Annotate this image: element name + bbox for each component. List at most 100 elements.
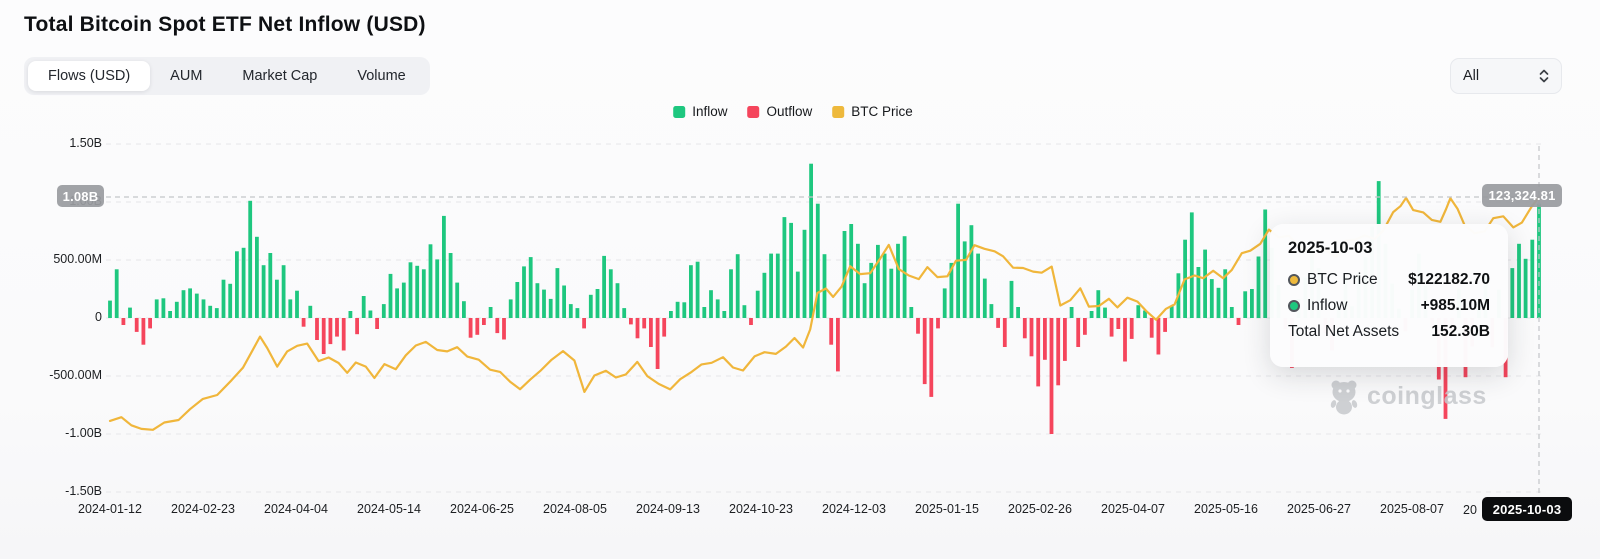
inflow-bar[interactable]: [876, 244, 880, 318]
inflow-bar[interactable]: [1189, 212, 1194, 318]
inflow-bar[interactable]: [415, 265, 420, 318]
inflow-bar[interactable]: [1096, 290, 1101, 318]
inflow-bar[interactable]: [174, 301, 179, 318]
outflow-bar[interactable]: [475, 318, 480, 335]
range-select[interactable]: All: [1450, 58, 1562, 94]
legend-item-inflow[interactable]: Inflow: [673, 104, 727, 119]
inflow-bar[interactable]: [782, 217, 787, 318]
outflow-bar[interactable]: [1163, 318, 1167, 332]
outflow-bar[interactable]: [929, 318, 934, 397]
inflow-bar[interactable]: [281, 265, 286, 318]
inflow-bar[interactable]: [161, 298, 166, 318]
inflow-bar[interactable]: [575, 308, 580, 318]
inflow-bar[interactable]: [261, 265, 266, 318]
inflow-bar[interactable]: [802, 229, 807, 318]
inflow-bar[interactable]: [976, 253, 980, 318]
inflow-bar[interactable]: [214, 308, 219, 318]
inflow-bar[interactable]: [168, 311, 172, 318]
inflow-bar[interactable]: [815, 203, 820, 318]
inflow-bar[interactable]: [188, 288, 192, 318]
outflow-bar[interactable]: [1049, 318, 1054, 434]
inflow-bar[interactable]: [1009, 280, 1014, 318]
inflow-bar[interactable]: [1530, 239, 1535, 318]
inflow-bar[interactable]: [1523, 258, 1528, 318]
outflow-bar[interactable]: [642, 318, 647, 329]
inflow-bar[interactable]: [275, 279, 279, 318]
inflow-bar[interactable]: [1223, 269, 1228, 318]
inflow-bar[interactable]: [956, 203, 960, 318]
inflow-bar[interactable]: [562, 285, 566, 319]
inflow-bar[interactable]: [1183, 239, 1187, 318]
inflow-bar[interactable]: [989, 304, 994, 318]
tab-aum[interactable]: AUM: [170, 68, 203, 84]
inflow-bar[interactable]: [602, 255, 606, 318]
inflow-bar[interactable]: [1176, 273, 1181, 318]
inflow-bar[interactable]: [268, 253, 273, 318]
outflow-bar[interactable]: [121, 318, 126, 325]
inflow-bar[interactable]: [982, 278, 987, 318]
tab-volume[interactable]: Volume: [357, 68, 406, 84]
inflow-bar[interactable]: [769, 253, 773, 318]
outflow-bar[interactable]: [1022, 318, 1027, 339]
inflow-bar[interactable]: [1209, 279, 1214, 318]
inflow-bar[interactable]: [388, 273, 393, 318]
inflow-bar[interactable]: [1263, 209, 1268, 319]
inflow-bar[interactable]: [428, 244, 433, 318]
outflow-bar[interactable]: [629, 318, 633, 325]
inflow-bar[interactable]: [755, 290, 760, 318]
inflow-bar[interactable]: [361, 296, 366, 318]
inflow-bar[interactable]: [568, 304, 573, 318]
inflow-bar[interactable]: [208, 305, 213, 318]
inflow-bar[interactable]: [181, 290, 186, 318]
outflow-bar[interactable]: [1236, 318, 1241, 325]
outflow-bar[interactable]: [482, 318, 486, 325]
inflow-bar[interactable]: [856, 243, 860, 318]
inflow-bar[interactable]: [108, 300, 112, 318]
inflow-bar[interactable]: [695, 261, 700, 318]
inflow-bar[interactable]: [1203, 249, 1207, 318]
inflow-bar[interactable]: [548, 298, 553, 318]
inflow-bar[interactable]: [448, 253, 453, 318]
outflow-bar[interactable]: [1149, 318, 1154, 338]
inflow-bar[interactable]: [194, 293, 199, 318]
inflow-bar[interactable]: [114, 269, 119, 318]
inflow-bar[interactable]: [201, 299, 206, 318]
inflow-bar[interactable]: [689, 265, 693, 318]
inflow-bar[interactable]: [1169, 305, 1174, 318]
inflow-bar[interactable]: [435, 259, 440, 318]
outflow-bar[interactable]: [996, 318, 1000, 328]
inflow-bar[interactable]: [896, 243, 900, 318]
inflow-bar[interactable]: [295, 290, 299, 318]
outflow-bar[interactable]: [1076, 318, 1081, 347]
outflow-bar[interactable]: [635, 318, 640, 339]
inflow-bar[interactable]: [255, 236, 259, 318]
inflow-bar[interactable]: [608, 269, 613, 318]
inflow-bar[interactable]: [715, 299, 720, 318]
inflow-bar[interactable]: [1016, 307, 1020, 318]
outflow-bar[interactable]: [1116, 318, 1121, 329]
outflow-bar[interactable]: [341, 318, 346, 351]
inflow-bar[interactable]: [842, 231, 847, 318]
inflow-bar[interactable]: [1103, 307, 1107, 318]
inflow-bar[interactable]: [709, 290, 713, 318]
inflow-bar[interactable]: [1229, 307, 1234, 318]
inflow-bar[interactable]: [702, 307, 707, 318]
outflow-bar[interactable]: [1129, 318, 1134, 339]
outflow-bar[interactable]: [655, 318, 660, 369]
inflow-bar[interactable]: [595, 289, 600, 318]
inflow-bar[interactable]: [241, 247, 246, 318]
outflow-bar[interactable]: [1002, 318, 1007, 347]
inflow-bar[interactable]: [1537, 203, 1541, 318]
inflow-bar[interactable]: [288, 299, 293, 318]
inflow-bar[interactable]: [775, 253, 780, 318]
inflow-bar[interactable]: [248, 200, 253, 318]
outflow-bar[interactable]: [134, 318, 139, 332]
inflow-bar[interactable]: [1256, 256, 1261, 319]
outflow-bar[interactable]: [1036, 318, 1041, 387]
outflow-bar[interactable]: [502, 318, 506, 340]
inflow-bar[interactable]: [902, 236, 907, 318]
inflow-bar[interactable]: [735, 254, 740, 318]
inflow-bar[interactable]: [1510, 268, 1515, 318]
outflow-bar[interactable]: [1063, 318, 1067, 361]
inflow-bar[interactable]: [348, 311, 353, 318]
